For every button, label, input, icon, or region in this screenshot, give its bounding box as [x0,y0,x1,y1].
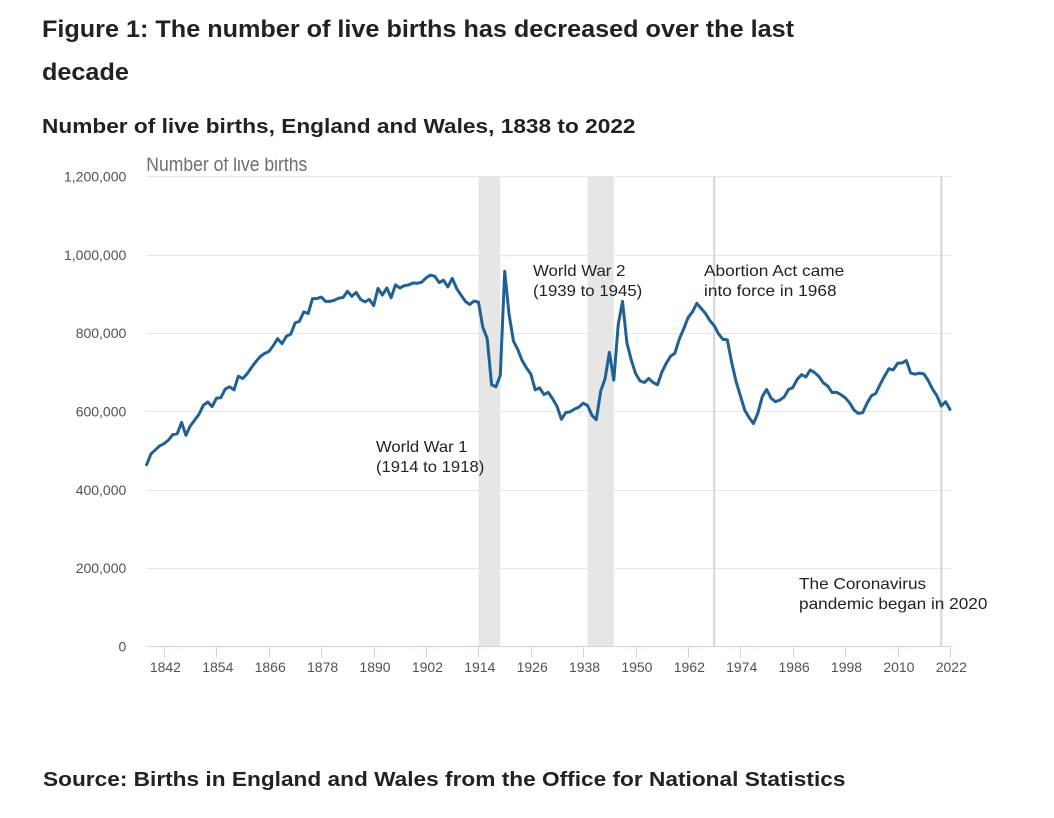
svg-text:800,000: 800,000 [76,325,127,341]
svg-text:0: 0 [119,639,127,655]
svg-text:1902: 1902 [412,659,443,675]
svg-text:2010: 2010 [883,659,914,675]
svg-text:1842: 1842 [150,659,181,675]
svg-text:1914: 1914 [464,659,495,675]
svg-text:1938: 1938 [569,659,600,675]
svg-text:1986: 1986 [779,659,810,675]
svg-text:1854: 1854 [202,659,233,675]
svg-text:200,000: 200,000 [76,560,127,576]
svg-text:1890: 1890 [359,659,390,675]
svg-text:2022: 2022 [936,659,967,675]
svg-text:1878: 1878 [307,659,338,675]
svg-text:1,000,000: 1,000,000 [64,247,126,263]
svg-text:Number of live births: Number of live births [146,154,307,176]
svg-text:1950: 1950 [621,659,652,675]
svg-text:1962: 1962 [674,659,705,675]
svg-text:1866: 1866 [255,659,286,675]
svg-text:1,200,000: 1,200,000 [64,168,126,184]
svg-text:1974: 1974 [726,659,757,675]
svg-text:1998: 1998 [831,659,862,675]
svg-text:1926: 1926 [517,659,548,675]
svg-text:400,000: 400,000 [76,482,127,498]
svg-text:600,000: 600,000 [76,404,127,420]
